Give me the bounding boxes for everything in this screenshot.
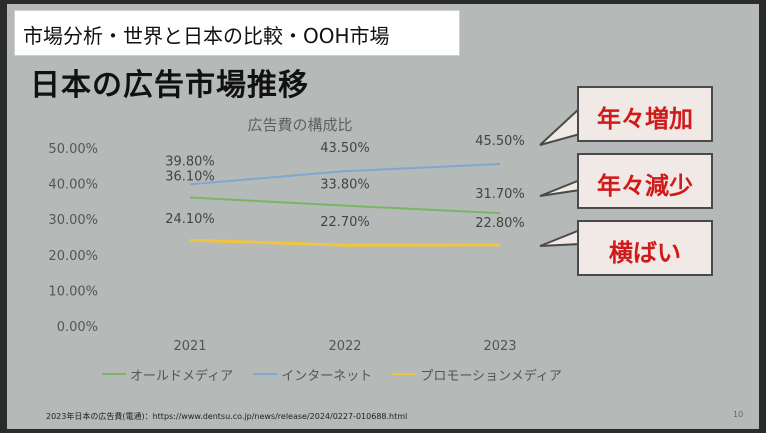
legend-label-promotion: プロモーションメディア xyxy=(420,368,562,384)
legend-swatch-internet xyxy=(253,373,278,375)
data-label-1-2021: 39.80% xyxy=(165,154,215,169)
callout-tail-increase xyxy=(539,105,581,146)
callout-increase-label: 年々増加 xyxy=(597,105,693,133)
slide xyxy=(7,4,759,429)
x-tick-label-2023: 2023 xyxy=(483,339,516,354)
legend-swatch-old-media xyxy=(102,373,126,375)
callout-tail-flat xyxy=(539,228,581,247)
legend-item-promotion: プロモーションメディア xyxy=(392,365,562,384)
legend-label-internet: インターネット xyxy=(281,368,373,384)
x-tick-label-2021: 2021 xyxy=(173,339,206,354)
y-tick-label-2: 20.00% xyxy=(48,249,98,264)
y-tick-label-0: 0.00% xyxy=(57,320,98,335)
data-label-0-2022: 33.80% xyxy=(320,178,370,193)
callout-increase: 年々増加 xyxy=(577,86,713,142)
callout-decrease-label: 年々減少 xyxy=(597,172,693,200)
data-label-0-2023: 31.70% xyxy=(475,187,525,202)
data-label-0-2021: 36.10% xyxy=(165,169,215,184)
legend-label-old-media: オールドメディア xyxy=(130,368,234,384)
source-citation: 2023年日本の広告費(電通)：https://www.dentsu.co.jp… xyxy=(46,412,408,421)
data-label-2-2023: 22.80% xyxy=(475,216,525,231)
page-title: 日本の広告市場推移 xyxy=(30,68,309,103)
data-label-2-2022: 22.70% xyxy=(320,215,370,230)
chart-legend: オールドメディア インターネット プロモーションメディア xyxy=(102,364,578,384)
data-label-1-2022: 43.50% xyxy=(320,141,370,156)
series-line-1 xyxy=(189,163,501,186)
x-tick-label-2022: 2022 xyxy=(328,339,361,354)
legend-item-internet: インターネット xyxy=(253,365,372,384)
header-box: 市場分析・世界と日本の比較・OOH市場 xyxy=(14,10,460,56)
y-tick-label-1: 10.00% xyxy=(48,284,98,299)
page-number: 10 xyxy=(733,410,744,419)
legend-item-old-media: オールドメディア xyxy=(102,365,233,384)
data-label-2-2021: 24.10% xyxy=(165,212,215,227)
series-line-0 xyxy=(189,196,501,215)
chart-title: 広告費の構成比 xyxy=(247,116,352,134)
callout-tail-decrease xyxy=(539,178,581,197)
series-line-2 xyxy=(189,238,501,247)
callout-decrease: 年々減少 xyxy=(577,153,713,209)
y-tick-label-5: 50.00% xyxy=(48,142,98,157)
y-tick-label-3: 30.00% xyxy=(48,213,98,228)
legend-swatch-promotion xyxy=(392,373,417,375)
callout-flat: 横ばい xyxy=(577,220,713,276)
y-tick-label-4: 40.00% xyxy=(48,178,98,193)
callout-flat-label: 横ばい xyxy=(609,239,681,267)
header-text: 市場分析・世界と日本の比較・OOH市場 xyxy=(23,24,390,48)
data-label-1-2023: 45.50% xyxy=(475,134,525,149)
